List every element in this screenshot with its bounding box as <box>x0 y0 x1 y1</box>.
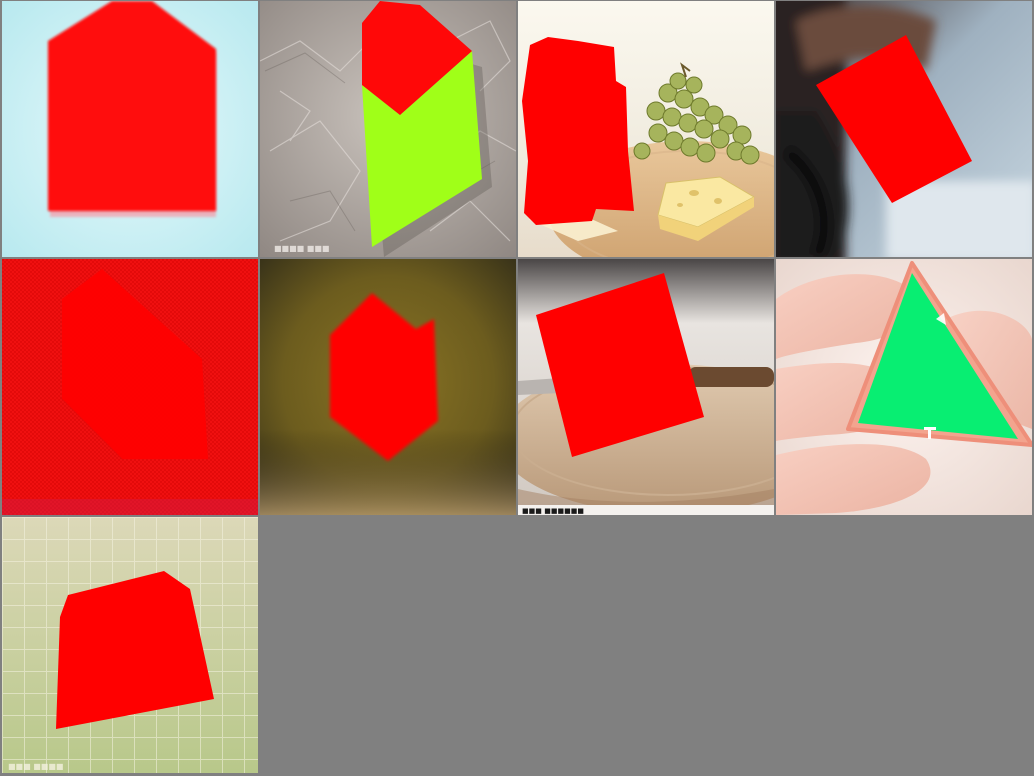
red-square <box>62 269 208 459</box>
lime-lower-section <box>362 51 482 247</box>
tile-red-square-cutting-board[interactable]: ■■■ ■■■■■■ <box>518 259 774 515</box>
empty-cell <box>776 517 1032 773</box>
tile-3-image <box>518 1 774 257</box>
tile-7-image: ■■■ ■■■■■■ <box>518 259 774 515</box>
red-pentagon <box>56 571 214 729</box>
tile-9-image: ■■■ ■■■■ <box>2 517 258 773</box>
tile-green-triangle-fingers[interactable] <box>776 259 1032 515</box>
red-upper-section <box>362 1 472 115</box>
tile-red-pentagon-green-mat[interactable]: ■■■ ■■■■ <box>2 517 258 773</box>
red-rectangle <box>816 35 972 203</box>
tile-6-image <box>260 259 516 515</box>
tile-5-image <box>2 259 258 515</box>
empty-cell <box>518 517 774 773</box>
tile-4-image <box>776 1 1032 257</box>
svg-text:■■■■ ■■■: ■■■■ ■■■ <box>274 244 329 253</box>
tile-red-rectangle-chair[interactable] <box>776 1 1032 257</box>
tile-1-image <box>2 1 258 257</box>
grapes <box>633 72 760 165</box>
tile-red-hexagon-olive[interactable] <box>260 259 516 515</box>
red-hexagon <box>330 293 438 461</box>
red-pentagon <box>48 1 216 211</box>
svg-text:■■■ ■■■■: ■■■ ■■■■ <box>8 762 63 771</box>
tile-red-lime-hexagon[interactable]: ■■■■ ■■■ <box>260 1 516 257</box>
tile-8-image <box>776 259 1032 515</box>
tile-2-image: ■■■■ ■■■ <box>260 1 516 257</box>
tile-red-square-fabric[interactable] <box>2 259 258 515</box>
svg-text:■■■ ■■■■■■: ■■■ ■■■■■■ <box>522 507 584 515</box>
red-block <box>522 37 634 225</box>
tile-red-house-pentagon[interactable] <box>2 1 258 257</box>
tile-red-block-grapes-cheese[interactable] <box>518 1 774 257</box>
red-square <box>536 273 704 457</box>
cheese-wedge <box>657 176 756 241</box>
green-triangle <box>858 273 1018 439</box>
empty-cell <box>260 517 516 773</box>
